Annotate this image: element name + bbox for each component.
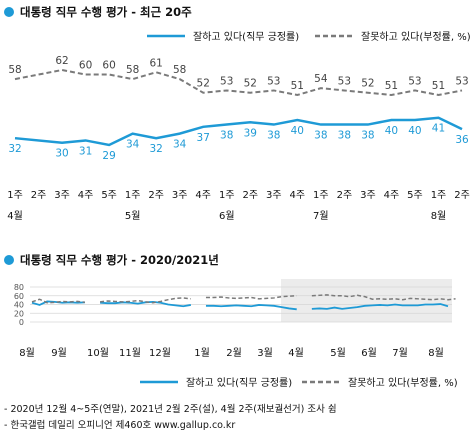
legend-label-negative: 잘못하고 있다(부정률, %): [348, 376, 458, 389]
y-tick-label: 0: [19, 318, 24, 327]
x-month-label: 6월: [361, 347, 377, 359]
x-month-label: 8월: [19, 347, 35, 359]
footnote-1: - 2020년 12월 4~5주(연말), 2021년 2월 2주(설), 4월…: [4, 401, 337, 415]
footnote-2: - 한국갤럽 데일리 오피니언 제460호 www.gallup.co.kr: [4, 417, 235, 431]
x-month-label: 11월: [119, 347, 141, 359]
y-tick-label: 20: [14, 309, 24, 318]
x-month-label: 9월: [51, 347, 67, 359]
x-month-label: 4월: [288, 347, 304, 359]
series-line-negative: [100, 298, 191, 303]
y-tick-label: 60: [14, 292, 24, 301]
legend-label-positive: 잘하고 있다(직무 긍정률): [186, 376, 292, 389]
x-month-label: 3월: [257, 347, 273, 359]
x-month-label: 12월: [149, 347, 171, 359]
x-month-label: 5월: [330, 347, 346, 359]
x-month-label: 8월: [428, 347, 444, 359]
shaded-recent-period: [281, 279, 452, 322]
y-tick-label: 40: [14, 301, 24, 310]
x-month-label: 2월: [226, 347, 242, 359]
x-month-label: 1월: [194, 347, 210, 359]
y-tick-label: 80: [14, 283, 24, 292]
x-month-label: 10월: [87, 347, 109, 359]
x-month-label: 7월: [392, 347, 408, 359]
